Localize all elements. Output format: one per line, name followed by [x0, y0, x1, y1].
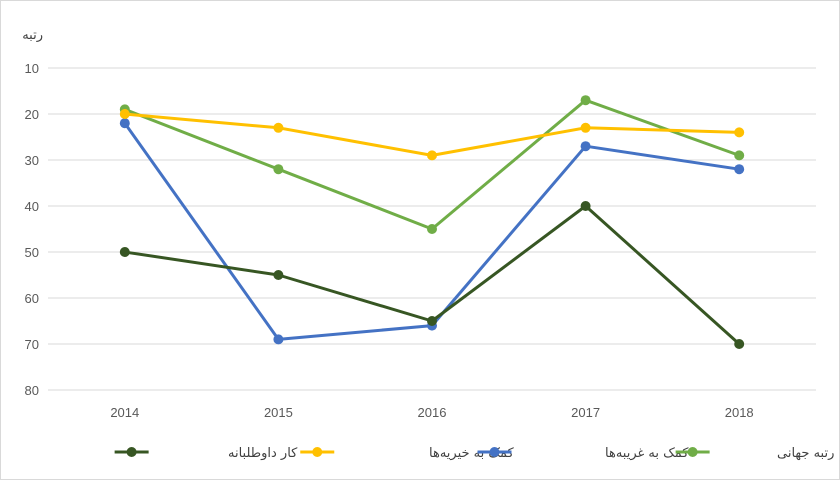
- data-point: [580, 95, 591, 106]
- x-tick-label: 2018: [725, 405, 754, 420]
- legend-item: کمک به غریبه‌ها: [477, 446, 689, 461]
- data-point: [273, 164, 284, 175]
- series-3: [119, 109, 745, 161]
- legend: کار داوطلبانه کمک به خیریه‌ها کمک به غریبه…: [114, 446, 834, 461]
- legend-label: کمک به غریبه‌ها: [605, 446, 689, 461]
- data-point: [734, 339, 745, 349]
- data-point: [427, 224, 437, 234]
- y-tick-label: 40: [25, 199, 39, 214]
- series-lines: [119, 95, 745, 349]
- x-tick-label: 2015: [264, 405, 293, 420]
- data-point: [734, 127, 745, 138]
- legend-swatch-marker: [126, 447, 137, 457]
- y-tick-label: 50: [25, 245, 39, 260]
- data-point: [119, 109, 130, 119]
- series-line: [123, 98, 741, 231]
- y-tick-label: 80: [25, 383, 39, 398]
- y-axis-tick-labels: 10 20 30 40 50 60 70 80: [25, 61, 39, 398]
- data-point: [580, 122, 591, 133]
- series-4: [119, 201, 745, 349]
- data-point: [273, 270, 284, 280]
- y-axis-title: رتبه: [22, 28, 43, 43]
- data-point: [427, 150, 437, 161]
- legend-item: رتبه جهانی: [675, 446, 834, 461]
- legend-swatch-marker: [312, 447, 323, 457]
- legend-item: کار داوطلبانه: [114, 446, 298, 461]
- data-point: [273, 122, 284, 133]
- x-tick-label: 2016: [418, 405, 447, 420]
- data-point: [734, 164, 745, 175]
- data-point: [580, 201, 591, 211]
- data-point: [734, 150, 745, 161]
- x-axis-tick-labels: 2014 2015 2016 2017 2018: [110, 405, 753, 420]
- y-tick-label: 60: [25, 291, 39, 306]
- data-point: [119, 247, 130, 257]
- y-tick-label: 70: [25, 337, 39, 352]
- legend-swatch-marker: [687, 447, 698, 457]
- y-tick-label: 30: [25, 153, 39, 168]
- series-line: [123, 112, 741, 157]
- data-point: [580, 141, 591, 152]
- x-tick-label: 2017: [571, 405, 600, 420]
- x-tick-label: 2014: [110, 405, 139, 420]
- series-1: [119, 95, 745, 234]
- data-point: [427, 316, 437, 326]
- y-tick-label: 10: [25, 61, 39, 76]
- legend-label: کار داوطلبانه: [228, 446, 298, 461]
- data-point: [273, 334, 284, 345]
- legend-label: رتبه جهانی: [777, 446, 834, 461]
- data-point: [119, 118, 130, 129]
- y-tick-label: 20: [25, 107, 39, 122]
- legend-swatch-marker: [489, 447, 500, 457]
